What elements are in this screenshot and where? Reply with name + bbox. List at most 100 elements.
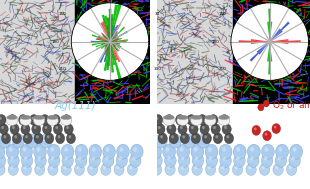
Bar bbox=[110, 42, 113, 45]
Bar bbox=[108, 42, 110, 50]
Bar bbox=[110, 27, 116, 42]
Bar bbox=[108, 42, 110, 43]
Circle shape bbox=[234, 154, 245, 167]
Circle shape bbox=[48, 163, 58, 175]
Bar bbox=[107, 42, 110, 56]
Circle shape bbox=[224, 133, 233, 144]
Circle shape bbox=[131, 144, 143, 159]
Circle shape bbox=[51, 115, 60, 125]
Circle shape bbox=[250, 156, 254, 161]
Circle shape bbox=[10, 124, 19, 134]
Bar bbox=[92, 42, 110, 46]
Bar bbox=[110, 41, 126, 42]
Bar bbox=[101, 42, 110, 48]
Bar bbox=[110, 42, 113, 43]
Circle shape bbox=[286, 163, 297, 175]
Circle shape bbox=[0, 117, 2, 120]
Circle shape bbox=[61, 144, 74, 159]
Bar bbox=[110, 42, 112, 51]
Bar bbox=[106, 42, 110, 47]
Circle shape bbox=[180, 126, 183, 129]
Circle shape bbox=[248, 166, 251, 170]
Bar bbox=[269, 42, 270, 46]
Bar bbox=[110, 42, 113, 47]
Bar bbox=[110, 18, 113, 42]
Bar bbox=[110, 42, 117, 43]
Bar bbox=[108, 42, 110, 43]
Circle shape bbox=[132, 156, 135, 161]
Bar bbox=[270, 42, 274, 43]
Bar bbox=[107, 38, 110, 42]
Bar bbox=[104, 40, 110, 42]
Bar bbox=[104, 37, 110, 42]
Circle shape bbox=[222, 147, 226, 152]
Bar bbox=[108, 40, 110, 42]
Bar bbox=[110, 40, 113, 42]
Circle shape bbox=[64, 147, 68, 152]
Bar bbox=[110, 32, 118, 42]
Circle shape bbox=[180, 147, 184, 152]
Circle shape bbox=[236, 147, 240, 152]
Ellipse shape bbox=[177, 115, 188, 120]
Bar bbox=[270, 42, 272, 62]
Bar bbox=[270, 22, 290, 42]
Circle shape bbox=[26, 134, 38, 148]
Bar bbox=[270, 39, 273, 42]
Bar bbox=[257, 42, 270, 53]
Bar bbox=[110, 31, 128, 42]
Circle shape bbox=[127, 163, 137, 175]
Bar bbox=[103, 42, 110, 43]
Bar bbox=[105, 40, 110, 42]
Circle shape bbox=[158, 137, 162, 141]
Ellipse shape bbox=[7, 116, 18, 125]
Bar bbox=[104, 38, 110, 42]
Circle shape bbox=[12, 133, 21, 144]
Ellipse shape bbox=[61, 115, 72, 120]
Circle shape bbox=[21, 124, 30, 134]
Bar bbox=[107, 42, 110, 44]
Bar bbox=[110, 42, 113, 45]
Bar bbox=[108, 37, 110, 42]
Circle shape bbox=[215, 135, 218, 138]
Bar bbox=[259, 42, 270, 55]
Bar bbox=[106, 42, 110, 50]
Circle shape bbox=[181, 166, 184, 170]
Circle shape bbox=[191, 126, 194, 129]
Bar bbox=[110, 40, 114, 42]
Circle shape bbox=[9, 147, 13, 152]
Bar bbox=[110, 42, 125, 89]
Bar bbox=[101, 41, 110, 42]
Bar bbox=[109, 42, 111, 60]
Circle shape bbox=[14, 135, 17, 138]
Bar bbox=[110, 38, 121, 42]
Circle shape bbox=[153, 115, 163, 125]
Bar bbox=[110, 42, 112, 55]
Bar bbox=[108, 9, 112, 42]
Bar bbox=[110, 40, 115, 42]
Bar bbox=[108, 42, 110, 49]
Bar bbox=[109, 33, 110, 42]
Ellipse shape bbox=[205, 115, 216, 120]
Circle shape bbox=[291, 156, 295, 161]
Bar bbox=[270, 42, 289, 44]
Ellipse shape bbox=[33, 116, 45, 125]
Circle shape bbox=[222, 117, 225, 120]
Circle shape bbox=[25, 135, 28, 138]
Bar bbox=[107, 40, 110, 42]
Bar bbox=[110, 36, 113, 42]
Bar bbox=[96, 42, 110, 50]
Bar bbox=[110, 42, 122, 47]
Bar bbox=[110, 42, 120, 45]
Bar bbox=[106, 42, 110, 70]
Circle shape bbox=[263, 131, 271, 141]
Bar bbox=[110, 37, 116, 42]
Circle shape bbox=[187, 115, 196, 125]
Circle shape bbox=[12, 134, 24, 148]
Circle shape bbox=[21, 117, 23, 120]
Circle shape bbox=[133, 147, 137, 152]
Bar bbox=[103, 18, 110, 42]
Bar bbox=[110, 42, 117, 53]
Bar bbox=[250, 42, 270, 62]
Bar bbox=[110, 42, 114, 44]
Bar bbox=[251, 42, 270, 44]
